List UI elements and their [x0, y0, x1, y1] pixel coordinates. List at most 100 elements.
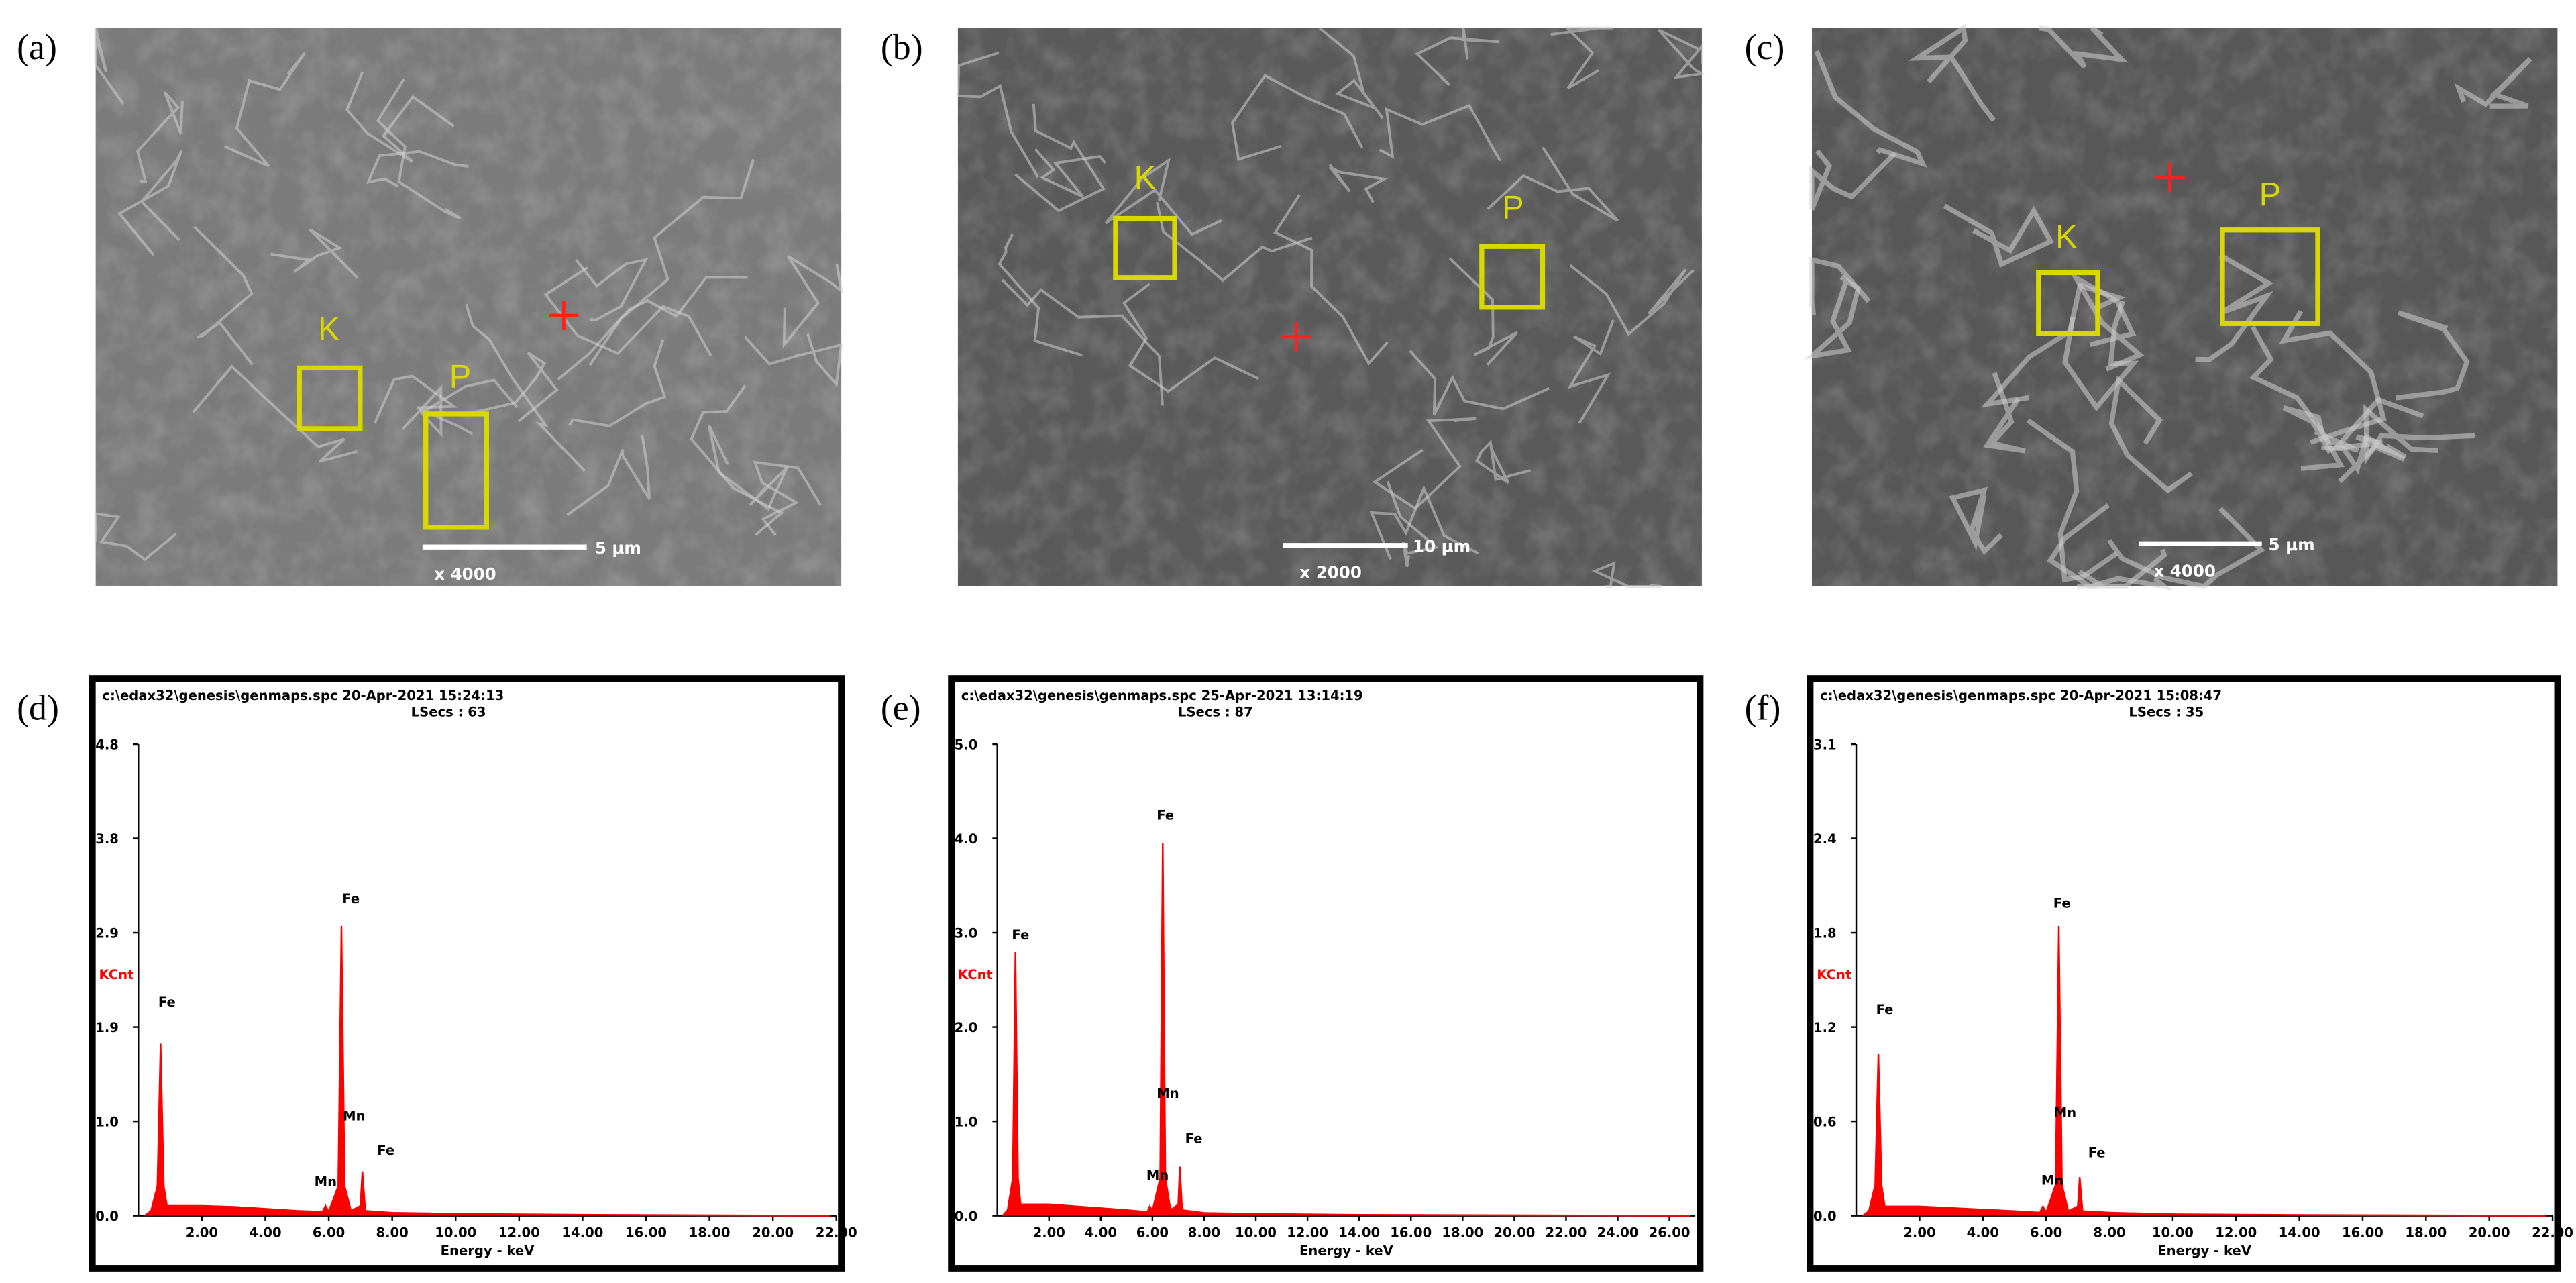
grain-boundary — [568, 339, 667, 427]
grain-boundary — [1230, 74, 1364, 162]
grain-boundary — [1448, 257, 1518, 366]
y-tick-label: 1.0 — [95, 1114, 119, 1129]
grain-boundary — [1415, 28, 1499, 86]
box-label: P — [1502, 190, 1524, 226]
grain-boundary — [998, 234, 1083, 357]
live-seconds: LSecs : 63 — [411, 704, 486, 719]
spectrum-header: c:\edax32\genesis\genmaps.spc 20-Apr-202… — [102, 688, 504, 703]
grain-boundary — [2395, 310, 2470, 401]
x-tick-label: 16.00 — [2342, 1225, 2383, 1240]
y-tick-label: 0.0 — [1813, 1209, 1837, 1224]
x-tick-label: 6.00 — [313, 1225, 345, 1240]
x-tick-label: 12.00 — [2215, 1225, 2257, 1240]
spectrum-header: c:\edax32\genesis\genmaps.spc 25-Apr-202… — [961, 688, 1363, 703]
grain-boundary — [1567, 319, 1615, 424]
scale-bar-label: 5 μm — [595, 538, 641, 558]
y-tick-label: 2.4 — [1813, 831, 1837, 847]
box-label: P — [2259, 176, 2282, 213]
grain-boundary — [465, 303, 586, 472]
grain-boundary — [2195, 253, 2273, 362]
grain-boundary — [1379, 103, 1502, 162]
x-tick-label: 14.00 — [2279, 1225, 2320, 1240]
analysis-box — [297, 365, 363, 431]
x-tick-label: 18.00 — [1442, 1225, 1483, 1240]
peak-label: Fe — [1876, 1002, 1894, 1017]
y-tick-label: 4.8 — [95, 737, 119, 752]
spectrum — [1002, 843, 1690, 1217]
grain-boundary — [1372, 417, 1477, 511]
grain-boundary — [1949, 486, 2003, 555]
x-tick-label: 10.00 — [2152, 1225, 2194, 1240]
grain-boundary — [1369, 484, 1479, 560]
grain-boundary — [401, 378, 519, 438]
micrograph-texture — [957, 28, 1702, 586]
grain-boundary — [117, 150, 183, 256]
peak-label: Mn — [1146, 1168, 1169, 1183]
x-axis-label: Energy - keV — [1299, 1243, 1394, 1258]
x-tick-label: 10.00 — [1235, 1225, 1277, 1240]
x-tick-label: 22.00 — [816, 1225, 857, 1240]
box-label: K — [1134, 160, 1157, 197]
x-tick-label: 12.00 — [498, 1225, 540, 1240]
x-axis-label: Energy - keV — [2157, 1243, 2252, 1258]
x-tick-label: 12.00 — [1287, 1225, 1328, 1240]
grain-boundary — [1034, 148, 1107, 198]
grain-boundary — [1804, 274, 1862, 360]
y-tick-label: 3.1 — [1813, 737, 1837, 752]
x-tick-label: 4.00 — [1967, 1225, 1999, 1240]
live-seconds: LSecs : 35 — [2129, 704, 2204, 719]
y-tick-label: 1.2 — [1813, 1020, 1837, 1035]
x-tick-label: 16.00 — [625, 1225, 667, 1240]
grain-boundary — [956, 51, 1040, 178]
grain-boundary — [1475, 439, 1531, 484]
x-tick-label: 18.00 — [689, 1225, 731, 1240]
box-label: P — [449, 359, 472, 395]
peak-label: Mn — [315, 1174, 337, 1190]
grain-boundary — [566, 435, 651, 517]
y-tick-label: 2.0 — [955, 1020, 978, 1035]
micrograph-texture — [1811, 28, 2558, 586]
y-tick-label: 3.0 — [955, 925, 978, 941]
grain-boundary — [1809, 149, 1897, 211]
grain-boundary — [707, 424, 789, 511]
grain-boundary — [2454, 57, 2532, 109]
panel-label: (f) — [1745, 687, 1781, 727]
spectrum — [1862, 925, 2546, 1217]
grain-boundary — [1591, 561, 1662, 588]
grain-boundary — [2069, 271, 2145, 372]
point-marker — [549, 301, 579, 331]
grain-boundary — [2249, 325, 2345, 471]
grain-boundary — [1001, 278, 1164, 406]
x-axis-label: Energy - keV — [441, 1243, 535, 1258]
peak-label: Fe — [1012, 927, 1029, 943]
peak-label: Mn — [343, 1109, 365, 1124]
grain-boundary — [2363, 403, 2475, 466]
grain-boundary — [2026, 418, 2118, 582]
x-tick-label: 18.00 — [2405, 1225, 2447, 1240]
grain-boundary — [193, 225, 254, 366]
grain-boundary — [94, 28, 125, 105]
grain-boundary — [366, 150, 469, 188]
x-tick-label: 8.00 — [2093, 1225, 2125, 1240]
x-tick-label: 8.00 — [1188, 1225, 1220, 1240]
grain-boundary — [1273, 194, 1389, 366]
x-tick-label: 16.00 — [1390, 1225, 1432, 1240]
analysis-box — [2036, 270, 2100, 336]
x-tick-label: 20.00 — [2469, 1225, 2510, 1240]
scale-bar-label: 5 μm — [2269, 535, 2315, 554]
grain-boundary — [1318, 27, 1384, 119]
peak-label: Fe — [2053, 895, 2071, 911]
grain-boundary — [1550, 26, 1613, 90]
analysis-box — [423, 411, 489, 530]
peak-label: Fe — [2088, 1145, 2106, 1160]
grain-boundary — [782, 254, 843, 349]
grain-boundary — [543, 266, 712, 356]
y-axis-label: KCnt — [958, 967, 993, 982]
x-tick-label: 22.00 — [2532, 1225, 2573, 1240]
grain-boundary — [1409, 350, 1550, 416]
spectrum-header: c:\edax32\genesis\genmaps.spc 20-Apr-202… — [1820, 688, 2222, 703]
box-label: K — [2055, 219, 2078, 256]
x-tick-label: 14.00 — [561, 1225, 603, 1240]
